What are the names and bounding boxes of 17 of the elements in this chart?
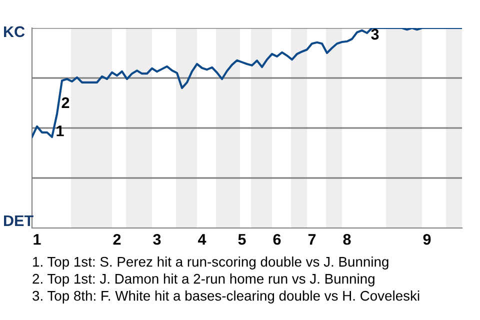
x-tick-label: 5 bbox=[238, 234, 246, 245]
annotation: 2 bbox=[62, 97, 70, 108]
x-tick-label: 8 bbox=[343, 234, 351, 245]
text: 3. Top 8th: F. White hit a bases-clearing double vs H. Coveleski bbox=[32, 290, 420, 304]
x-tick-label: 4 bbox=[198, 234, 206, 245]
x-tick-label: 3 bbox=[153, 234, 161, 245]
x-tick-label: 6 bbox=[273, 234, 281, 245]
text: KC bbox=[4, 26, 25, 38]
x-tick-label: 7 bbox=[308, 234, 316, 245]
x-tick-label: 1 bbox=[34, 234, 41, 245]
text: 2. Top 1st: J. Damon hit a 2-run home run vs J. Bunning bbox=[32, 274, 374, 286]
x-tick-label: 2 bbox=[113, 234, 121, 245]
annotation: 3 bbox=[371, 28, 379, 40]
annotation: DET bbox=[4, 215, 34, 226]
x-tick-label: 9 bbox=[423, 234, 431, 245]
text: 1. Top 1st: S. Perez hit a run-scoring double vs J. Bunning bbox=[33, 256, 388, 270]
annotation: 1 bbox=[56, 126, 64, 136]
